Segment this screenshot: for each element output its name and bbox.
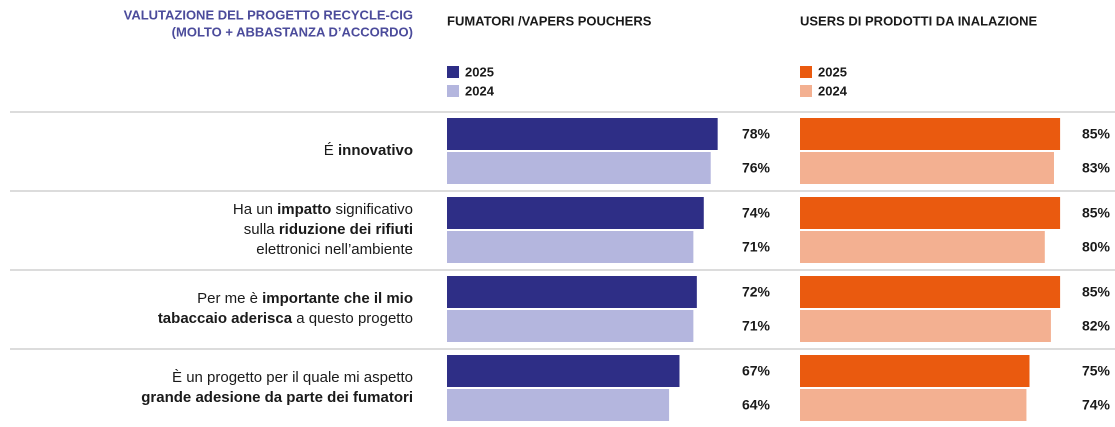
value-label: 85%	[1082, 205, 1111, 221]
value-label: 80%	[1082, 239, 1111, 255]
row-label: tabaccaio aderisca a questo progetto	[158, 310, 413, 327]
chart-title: VALUTAZIONE DEL PROGETTO RECYCLE-CIG	[124, 7, 413, 22]
bar	[800, 197, 1061, 229]
legend-label: 2025	[818, 64, 847, 79]
bar	[800, 389, 1027, 421]
legend-label: 2025	[465, 64, 494, 79]
bar	[447, 310, 694, 342]
row-label-part: innovativo	[338, 142, 413, 159]
row-label-part: a questo progetto	[292, 310, 413, 327]
row-label-part: É	[324, 142, 338, 159]
bar	[800, 276, 1061, 308]
bar	[447, 118, 718, 150]
bar	[800, 118, 1061, 150]
row-label: Ha un impatto significativo	[233, 201, 413, 218]
row-label-part: riduzione dei rifiuti	[279, 221, 413, 238]
row-label: elettronici nell’ambiente	[256, 241, 413, 258]
bar	[800, 355, 1030, 387]
value-label: 85%	[1082, 284, 1111, 300]
value-label: 71%	[742, 239, 771, 255]
bar	[447, 389, 670, 421]
row-label-part: È un progetto per il quale mi aspetto	[172, 369, 413, 386]
value-label: 78%	[742, 126, 771, 142]
value-label: 74%	[742, 205, 771, 221]
row-label-part: impatto	[277, 201, 331, 218]
bar	[447, 355, 680, 387]
row-label-part: Per me è	[197, 290, 262, 307]
row-label: É innovativo	[324, 142, 413, 159]
legend-swatch	[800, 66, 812, 78]
value-label: 85%	[1082, 126, 1111, 142]
value-label: 71%	[742, 318, 771, 334]
row-label: sulla riduzione dei rifiuti	[244, 221, 413, 238]
row-label-part: grande adesione da parte dei fumatori	[141, 389, 413, 406]
value-label: 64%	[742, 397, 771, 413]
legend-swatch	[447, 85, 459, 97]
legend-label: 2024	[818, 83, 848, 98]
bar	[447, 276, 697, 308]
bar	[800, 231, 1045, 263]
legend-swatch	[800, 85, 812, 97]
row-label-part: importante che il mio	[262, 290, 413, 307]
row-label-part: tabaccaio aderisca	[158, 310, 293, 327]
legend-swatch	[447, 66, 459, 78]
bar	[800, 310, 1051, 342]
value-label: 67%	[742, 363, 771, 379]
bar	[447, 231, 694, 263]
row-label: grande adesione da parte dei fumatori	[141, 389, 413, 406]
value-label: 75%	[1082, 363, 1111, 379]
value-label: 76%	[742, 160, 771, 176]
bar	[800, 152, 1054, 184]
value-label: 83%	[1082, 160, 1111, 176]
bar	[447, 152, 711, 184]
legend-label: 2024	[465, 83, 495, 98]
row-label-part: significativo	[331, 201, 413, 218]
value-label: 72%	[742, 284, 771, 300]
row-label-part: Ha un	[233, 201, 277, 218]
panel-title: USERS DI PRODOTTI DA INALAZIONE	[800, 13, 1037, 28]
panel-title: FUMATORI /VAPERS POUCHERS	[447, 13, 652, 28]
value-label: 74%	[1082, 397, 1111, 413]
chart-subtitle: (MOLTO + ABBASTANZA D’ACCORDO)	[172, 24, 413, 39]
bar	[447, 197, 704, 229]
row-label: Per me è importante che il mio	[197, 290, 413, 307]
row-label: È un progetto per il quale mi aspetto	[172, 369, 413, 386]
row-label-part: sulla	[244, 221, 279, 238]
row-label-part: elettronici nell’ambiente	[256, 241, 413, 258]
value-label: 82%	[1082, 318, 1111, 334]
